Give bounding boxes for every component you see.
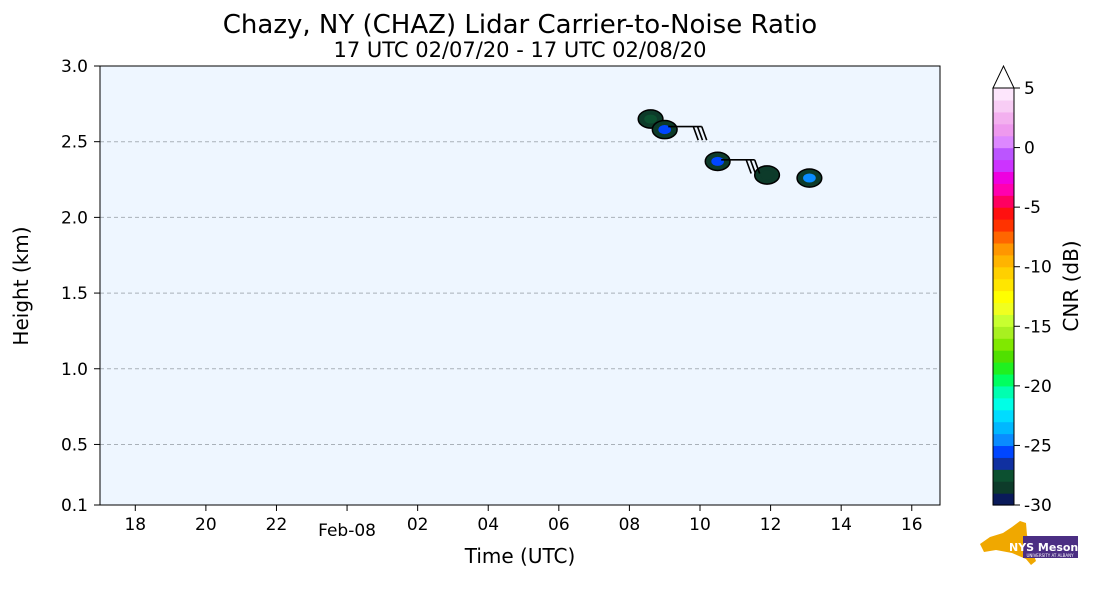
colorbar-bin bbox=[993, 433, 1014, 447]
x-tick-label: 06 bbox=[548, 515, 570, 535]
colorbar-bin bbox=[993, 195, 1014, 208]
colorbar-bin bbox=[993, 266, 1014, 280]
colorbar-bin bbox=[993, 302, 1014, 315]
x-tick-label: 22 bbox=[266, 515, 288, 535]
colorbar-bin bbox=[993, 326, 1014, 339]
x-tick-label: 02 bbox=[407, 515, 429, 535]
cnr-cluster-core bbox=[803, 173, 816, 183]
plot-area bbox=[99, 65, 941, 506]
x-date-tick-label: Feb-08 bbox=[318, 521, 376, 541]
colorbar-extend-arrow bbox=[992, 64, 1015, 89]
cnr-cluster-core bbox=[658, 125, 672, 135]
colorbar-bin bbox=[993, 88, 1014, 101]
colorbar-bin bbox=[993, 481, 1014, 494]
cnr-cluster bbox=[651, 119, 678, 140]
wind-barb-flag bbox=[696, 126, 704, 141]
colorbar: 5 0 -5 -10 -15 -20 -25 -30 bbox=[992, 64, 1052, 516]
wind-barb bbox=[721, 159, 761, 174]
wind-barb-flag bbox=[745, 159, 752, 174]
y-tick-label: 2.5 bbox=[61, 133, 88, 153]
y-tick-label: 1.0 bbox=[61, 360, 88, 380]
colorbar-bin bbox=[993, 314, 1014, 327]
ny-state-shape bbox=[980, 521, 1036, 565]
logo-banner bbox=[1023, 536, 1078, 558]
y-axis-label: Height (km) bbox=[9, 226, 33, 345]
x-tick-label: 18 bbox=[124, 515, 146, 535]
colorbar-bin bbox=[993, 278, 1014, 292]
y-tick-label: 3.0 bbox=[61, 57, 88, 77]
cnr-cluster bbox=[704, 151, 731, 172]
plot-frame bbox=[99, 65, 941, 506]
colorbar-bin bbox=[993, 183, 1014, 196]
x-tick-label: 04 bbox=[477, 515, 499, 535]
colorbar-bin bbox=[993, 493, 1014, 506]
colorbar-tick-label: 5 bbox=[1024, 79, 1035, 99]
colorbar-bin bbox=[993, 350, 1014, 363]
colorbar-bin bbox=[993, 99, 1014, 113]
y-axis: 0.1 0.5 1.0 1.5 2.0 2.5 3.0 bbox=[61, 57, 100, 516]
x-tick-label: 10 bbox=[689, 515, 711, 535]
y-tick-label: 2.0 bbox=[61, 208, 88, 228]
colorbar-bin bbox=[993, 409, 1014, 423]
colorbar-bin bbox=[993, 123, 1014, 137]
colorbar-frame bbox=[992, 87, 1015, 506]
colorbar-tick-label: -5 bbox=[1024, 198, 1041, 218]
colorbar-bin bbox=[993, 397, 1014, 411]
x-tick-label: 14 bbox=[830, 515, 852, 535]
logo-subtext: UNIVERSITY AT ALBANY bbox=[1026, 553, 1074, 558]
wind-barb-flag bbox=[692, 126, 699, 141]
wind-barb-flag bbox=[749, 159, 757, 174]
colorbar-bin bbox=[993, 207, 1014, 220]
wind-barb bbox=[668, 125, 708, 141]
colorbar-tick-label: -15 bbox=[1024, 317, 1052, 337]
y-tick-label: 1.5 bbox=[61, 284, 88, 304]
colorbar-bin bbox=[993, 111, 1014, 125]
colorbar-tick-label: 0 bbox=[1024, 139, 1035, 159]
colorbar-bin bbox=[993, 469, 1014, 482]
colorbar-bin bbox=[993, 219, 1014, 232]
x-tick-label: 08 bbox=[619, 515, 641, 535]
colorbar-label: CNR (dB) bbox=[1059, 240, 1083, 331]
x-tick-label: 12 bbox=[760, 515, 782, 535]
colorbar-bin bbox=[993, 254, 1014, 268]
colorbar-bin bbox=[993, 159, 1014, 172]
colorbar-bin bbox=[993, 230, 1014, 244]
y-tick-label: 0.5 bbox=[61, 435, 88, 455]
colorbar-bin bbox=[993, 362, 1014, 375]
colorbar-bin bbox=[993, 373, 1014, 387]
cnr-cluster-core bbox=[760, 170, 774, 180]
wind-barb-flag bbox=[701, 126, 708, 141]
x-axis: 18 20 22 02 04 06 08 10 12 14 16 Feb-08 bbox=[124, 505, 923, 541]
colorbar-bin bbox=[993, 385, 1014, 399]
cnr-cluster bbox=[753, 165, 781, 185]
colorbar-bin bbox=[993, 290, 1014, 304]
cnr-cluster bbox=[796, 168, 823, 188]
wind-barb-flag bbox=[753, 159, 761, 174]
colorbar-bin bbox=[993, 147, 1014, 161]
colorbar-bin bbox=[993, 445, 1014, 458]
logo-text: NYS Mesonet bbox=[1009, 541, 1091, 554]
colorbar-bin bbox=[993, 135, 1014, 149]
colorbar-bin bbox=[993, 171, 1014, 184]
chart-subtitle: 17 UTC 02/07/20 - 17 UTC 02/08/20 bbox=[334, 38, 707, 62]
x-tick-label: 16 bbox=[901, 515, 923, 535]
colorbar-tick-label: -30 bbox=[1024, 496, 1052, 516]
plot-background bbox=[100, 66, 940, 505]
colorbar-tick-label: -25 bbox=[1024, 436, 1052, 456]
colorbar-bin bbox=[993, 338, 1014, 351]
x-axis-label: Time (UTC) bbox=[464, 544, 576, 568]
colorbar-bin bbox=[993, 242, 1014, 256]
cnr-cluster-core bbox=[711, 156, 724, 166]
colorbar-tick-label: -20 bbox=[1024, 377, 1052, 397]
cnr-cluster-core bbox=[644, 114, 657, 124]
chart-title: Chazy, NY (CHAZ) Lidar Carrier-to-Noise … bbox=[223, 10, 817, 40]
colorbar-tick-label: -10 bbox=[1024, 258, 1052, 278]
x-tick-label: 20 bbox=[195, 515, 217, 535]
colorbar-bin bbox=[993, 421, 1014, 435]
colorbar-bin bbox=[993, 457, 1014, 470]
y-tick-label: 0.1 bbox=[61, 496, 88, 516]
